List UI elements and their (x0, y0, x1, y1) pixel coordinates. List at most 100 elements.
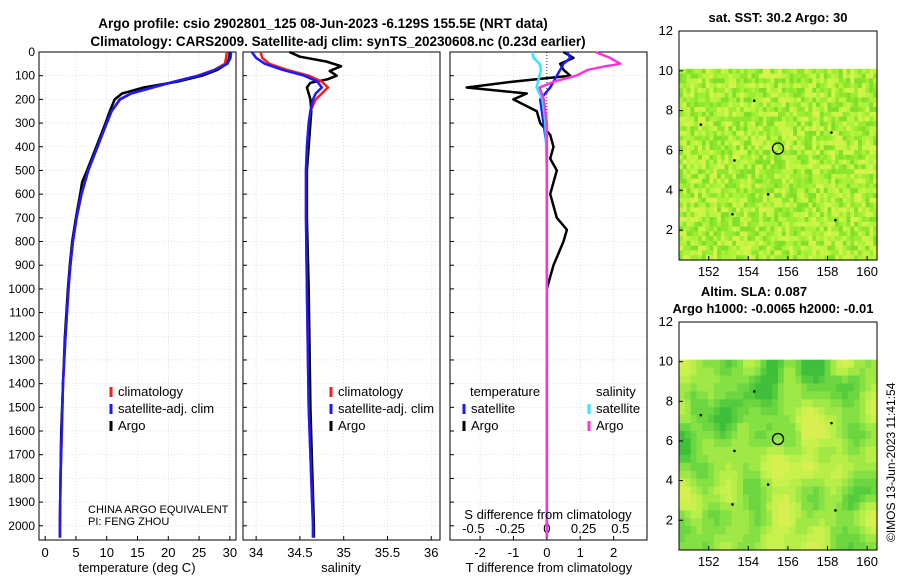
map-cell (766, 169, 771, 175)
map-cell (760, 470, 767, 480)
map-cell (766, 236, 771, 242)
map-cell (847, 391, 855, 400)
map-cell (818, 431, 826, 440)
map-cell (823, 212, 829, 218)
map-cell (869, 87, 874, 94)
map-cell (819, 188, 825, 194)
map-cell (696, 383, 703, 392)
map-cell (717, 78, 722, 84)
map-cell (701, 140, 707, 146)
map-cell (696, 415, 703, 424)
map-cell (717, 255, 722, 261)
map-cell (690, 212, 695, 218)
map-cell (865, 92, 870, 99)
map-cell (818, 494, 826, 504)
map-cell (698, 150, 703, 156)
map-cell (800, 83, 806, 89)
map-cell (702, 423, 709, 432)
map-cell (812, 446, 820, 456)
map-cell (690, 236, 695, 242)
map-cell (785, 154, 791, 161)
map-color-field (679, 68, 878, 261)
map-cell (842, 140, 848, 146)
map-cell (800, 236, 806, 242)
map-cell (850, 250, 855, 256)
map-cell (762, 173, 768, 180)
map-cell (736, 212, 741, 218)
map-cell (713, 446, 721, 456)
map-cell (694, 231, 699, 237)
map-cell (708, 518, 715, 527)
map-cell (709, 92, 714, 99)
map-cell (842, 375, 849, 385)
map-cell (725, 470, 733, 480)
map-cell (724, 102, 730, 108)
map-cell (869, 169, 874, 175)
map-frame (678, 30, 878, 261)
map-cell (861, 97, 867, 103)
map-cell (709, 226, 714, 232)
map-cell (766, 111, 771, 118)
map-cell (789, 145, 794, 151)
map-cell (728, 197, 733, 204)
map-cell (831, 102, 836, 108)
map-cell (743, 164, 749, 170)
map-cell (709, 135, 714, 142)
map-cell (698, 83, 703, 89)
map-cell (679, 240, 684, 247)
map-cell (812, 173, 817, 180)
map-cell (804, 116, 810, 123)
map-cell (808, 169, 813, 175)
map-cell (781, 97, 787, 103)
y-tick-label: 700 (15, 211, 35, 225)
map-cell (778, 375, 785, 385)
map-cell (873, 188, 878, 194)
map-cell (824, 470, 832, 480)
map-cell (857, 107, 863, 113)
map-cell (800, 212, 806, 218)
map-cell (705, 164, 711, 170)
map-cell (739, 78, 745, 84)
map-cell (766, 121, 771, 127)
map-cell (739, 73, 745, 79)
map-cell (694, 164, 699, 170)
y-tick-label: 1600 (8, 424, 35, 438)
map-cell (682, 159, 688, 166)
map-cell (686, 226, 692, 232)
map-cell (747, 140, 752, 146)
map-cell (686, 140, 692, 146)
map-cell (698, 68, 703, 75)
map-cell (743, 121, 749, 127)
map-cell (708, 407, 715, 416)
map-cell (812, 407, 820, 416)
map-cell (690, 121, 695, 127)
map-cell (690, 359, 698, 369)
map-cell (830, 423, 837, 432)
map-cell (857, 78, 863, 84)
map-cell (702, 438, 709, 448)
map-cell (708, 359, 715, 369)
map-cell (760, 542, 767, 551)
map-cell (783, 415, 791, 424)
map-cell (737, 375, 744, 385)
map-cell (766, 197, 771, 204)
map-cell (770, 154, 775, 161)
map-cell (842, 68, 848, 75)
map-cell (838, 87, 844, 94)
map-cell (853, 526, 861, 535)
map-cell (766, 542, 773, 551)
map-cell (762, 245, 768, 252)
map-cell (801, 518, 808, 527)
map-cell (835, 202, 840, 209)
map-cell (751, 178, 756, 185)
map-cell (725, 494, 733, 504)
map-cell (850, 92, 855, 99)
map-cell (831, 169, 836, 175)
map-cell (717, 216, 722, 223)
map-cell (804, 92, 810, 99)
map-cell (785, 212, 791, 218)
map-cell (819, 97, 825, 103)
map-cell (804, 240, 810, 247)
map-cell (724, 212, 730, 218)
map-cell (854, 107, 859, 113)
